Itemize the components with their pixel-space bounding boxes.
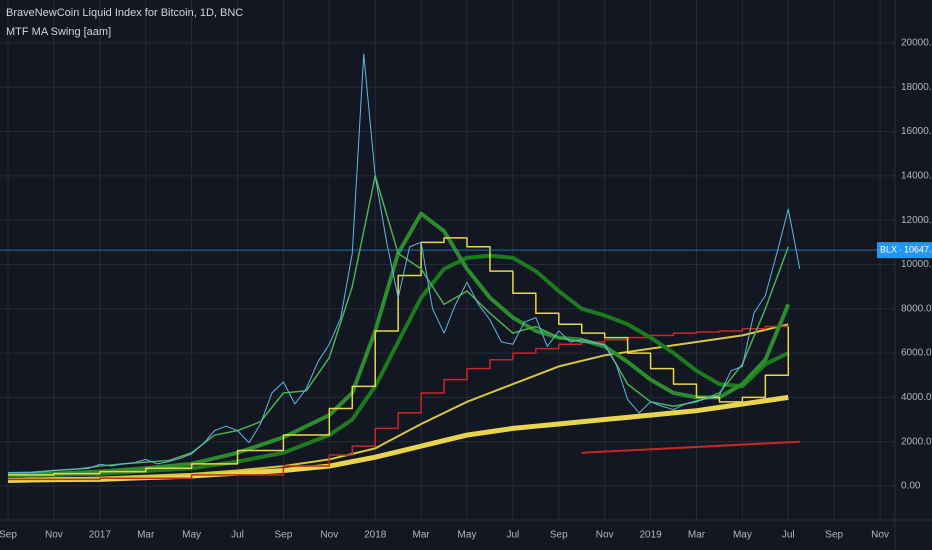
series-line: [8, 237, 790, 476]
y-tick-label: 4000.00: [901, 392, 932, 403]
x-tick-label: Jul: [231, 530, 244, 541]
x-tick-label: Jul: [507, 530, 520, 541]
y-tick-label: 20000.00: [901, 38, 932, 49]
x-tick-label: 2017: [89, 530, 112, 541]
series-layer: [0, 53, 895, 483]
x-tick-label: Mar: [137, 530, 155, 541]
x-tick-label: May: [733, 530, 752, 541]
x-tick-label: Sep: [825, 530, 843, 541]
x-tick-label: Nov: [871, 530, 889, 541]
series-line: [7, 253, 790, 479]
y-tick-label: 18000.00: [901, 82, 932, 93]
series-line: [8, 175, 789, 474]
x-tick-label: Sep: [550, 530, 568, 541]
x-tick-label: 2018: [364, 530, 387, 541]
x-tick-label: May: [182, 530, 201, 541]
x-tick-label: Nov: [596, 530, 614, 541]
x-tick-label: Mar: [412, 530, 430, 541]
x-tick-label: Sep: [275, 530, 293, 541]
series-line: [581, 440, 800, 454]
axes: 0.00 2000.00 4000.00 6000.00 8000.00 10000.00…: [0, 38, 932, 541]
x-tick-label: Jul: [782, 530, 795, 541]
indicator-name: MTF MA Swing [aam]: [6, 26, 111, 38]
last-price-value: 10647.83: [904, 245, 932, 255]
x-tick-label: Nov: [320, 530, 338, 541]
y-tick-label: 14000.00: [901, 171, 932, 182]
last-price-name: BLX: [880, 245, 897, 255]
series-line: [8, 325, 789, 481]
x-tick-label: Mar: [688, 530, 706, 541]
last-price-sep: ·: [899, 245, 902, 255]
x-tick-label: Sep: [0, 530, 17, 541]
series-line: [8, 53, 801, 474]
last-price-tag: [877, 242, 932, 259]
chart-title: BraveNewCoin Liquid Index for Bitcoin, 1…: [6, 7, 243, 19]
y-tick-label: 6000.00: [901, 348, 932, 359]
y-tick-label: 2000.00: [901, 436, 932, 447]
y-tick-label: 8000.00: [901, 303, 932, 314]
y-tick-label: 12000.00: [901, 215, 932, 226]
x-tick-label: 2019: [639, 530, 662, 541]
y-tick-label: 16000.00: [901, 126, 932, 137]
series-line: [8, 323, 789, 481]
series-line: [7, 211, 791, 477]
y-tick-label: 0.00: [901, 481, 921, 492]
x-tick-label: May: [458, 530, 477, 541]
y-tick-label: 10000.00: [901, 259, 932, 270]
x-tick-label: Nov: [45, 530, 63, 541]
